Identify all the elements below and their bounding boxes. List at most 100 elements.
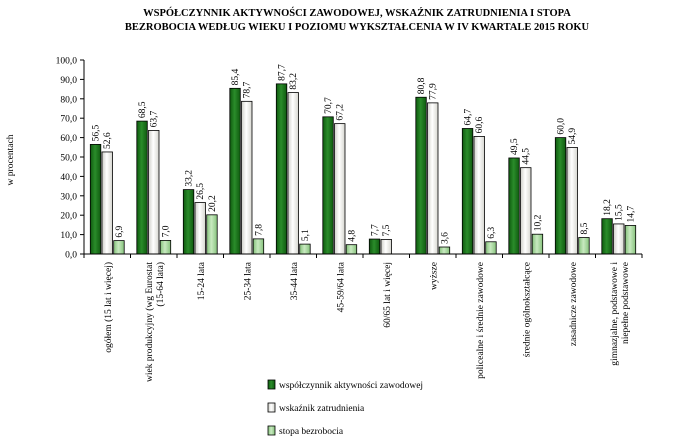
bar-employment [241, 100, 253, 255]
x-category-label: wiek produkcyjny (wg Eurostat [144, 262, 155, 382]
data-label: 5,1 [301, 229, 311, 241]
y-tick-label: 20,0 [60, 212, 77, 222]
bars [89, 83, 637, 255]
x-category-label: 25-34 lata [243, 261, 253, 300]
data-label: 7,7 [371, 224, 381, 236]
x-category-label: ogółem (15 lat i więcej) [103, 262, 114, 353]
x-category-label: zasadnicze zawodowe [569, 262, 579, 346]
bar-employment [520, 167, 532, 255]
x-category-label: 60/65 lat i więcej [383, 262, 393, 328]
x-category-label: 15-24 lata [197, 261, 207, 300]
bar-activity [275, 83, 288, 255]
x-category-label: (15-64 lata) [155, 262, 166, 307]
y-tick-label: 60,0 [60, 134, 77, 144]
data-label: 49,5 [510, 138, 520, 155]
bar-activity [601, 218, 613, 255]
data-label: 18,2 [603, 199, 613, 216]
bar-unemployment [531, 233, 544, 255]
bar-activity [368, 238, 381, 255]
data-label: 80,8 [417, 77, 427, 94]
legend: współczynnik aktywności zawodowej wskaźni… [267, 379, 423, 437]
bar-employment [194, 202, 206, 255]
x-category-label: niepełne podstawowe [621, 262, 631, 344]
y-tick-label: 50,0 [60, 154, 77, 164]
y-tick-label: 40,0 [60, 173, 77, 183]
data-label: 60,6 [475, 117, 485, 134]
bar-unemployment [438, 246, 451, 255]
bar-activity [415, 96, 427, 255]
bar-activity [508, 157, 520, 255]
bar-unemployment [345, 244, 358, 255]
data-label: 67,2 [336, 104, 346, 121]
x-category-label: średnie ogólnokształcące [522, 262, 532, 357]
data-label: 83,2 [289, 73, 299, 90]
chart-title-line-1: WSPÓŁCZYNNIK AKTYWNOŚCI ZAWODOWEJ, WSKAŹ… [143, 7, 571, 19]
data-label: 63,7 [150, 111, 160, 128]
legend-swatch [267, 425, 276, 436]
bar-activity [229, 87, 241, 255]
data-label: 10,2 [533, 214, 543, 231]
data-label: 3,6 [440, 232, 450, 244]
bar-activity [182, 189, 195, 255]
data-label: 33,2 [185, 170, 195, 187]
bar-employment [427, 102, 439, 255]
bar-activity [89, 143, 102, 255]
bar-activity [322, 116, 334, 255]
y-tick-label: 10,0 [60, 231, 77, 241]
data-label: 54,9 [568, 128, 578, 145]
data-label: 78,7 [243, 81, 253, 98]
bar-employment [566, 147, 578, 255]
bar-activity [461, 128, 474, 255]
legend-label: współczynnik aktywności zawodowej [279, 381, 423, 391]
y-tick-label: 30,0 [60, 192, 77, 202]
legend-label: stopa bezrobocia [279, 427, 344, 437]
y-tick-label: 100,0 [56, 57, 78, 67]
bar-unemployment [299, 243, 311, 255]
bar-unemployment [252, 238, 265, 255]
bar-employment [380, 239, 392, 255]
data-label: 85,4 [231, 68, 241, 85]
data-label: 7,8 [254, 224, 264, 236]
data-label: 70,7 [324, 97, 334, 114]
y-tick-label: 80,0 [60, 95, 77, 105]
bar-unemployment [485, 241, 497, 255]
x-category-label: 35-44 lata [290, 261, 300, 300]
data-label: 8,5 [580, 222, 590, 234]
x-category-label: wyższe [429, 262, 439, 290]
data-label: 4,8 [347, 230, 357, 242]
legend-swatch [267, 402, 276, 413]
bar-unemployment [206, 214, 218, 255]
x-category-label: gimnazjalne, podstawowe i [610, 262, 620, 366]
bar-employment [148, 130, 160, 255]
legend-swatch [267, 379, 276, 390]
data-label: 26,5 [196, 183, 206, 200]
data-label: 68,5 [138, 101, 148, 118]
data-labels: 56,5 52,6 6,9 68,563,7 7,0 33,226,520,2 85,478… [92, 64, 637, 244]
data-label: 44,5 [522, 148, 532, 165]
bar-unemployment [624, 225, 637, 255]
bar-unemployment [578, 237, 590, 255]
data-label: 7,0 [161, 225, 171, 237]
y-axis-label: w procentach [6, 134, 16, 185]
bar-employment [101, 151, 113, 255]
data-label: 64,7 [464, 109, 474, 126]
bar-activity [136, 120, 148, 255]
data-label: 56,5 [92, 125, 102, 142]
bar-employment [473, 136, 485, 255]
data-label: 14,7 [626, 206, 636, 223]
data-label: 15,5 [615, 204, 625, 221]
bar-employment [287, 92, 299, 255]
bar-unemployment [113, 240, 125, 255]
data-label: 60,0 [557, 118, 567, 135]
data-label: 6,9 [115, 225, 125, 237]
y-tick-label: 0,0 [65, 251, 77, 261]
chart-title: WSPÓŁCZYNNIK AKTYWNOŚCI ZAWODOWEJ, WSKAŹ… [125, 7, 590, 33]
data-label: 20,2 [208, 195, 218, 212]
data-label: 7,5 [382, 224, 392, 236]
chart-title-line-2: BEZROBOCIA WEDŁUG WIEKU I POZIOMU WYKSZT… [125, 22, 590, 33]
x-category-label: 45-59/64 lata [336, 261, 346, 312]
x-category-label: policealne i średnie zawodowe [476, 262, 486, 379]
data-label: 52,6 [103, 132, 113, 149]
data-label: 77,9 [429, 83, 439, 100]
